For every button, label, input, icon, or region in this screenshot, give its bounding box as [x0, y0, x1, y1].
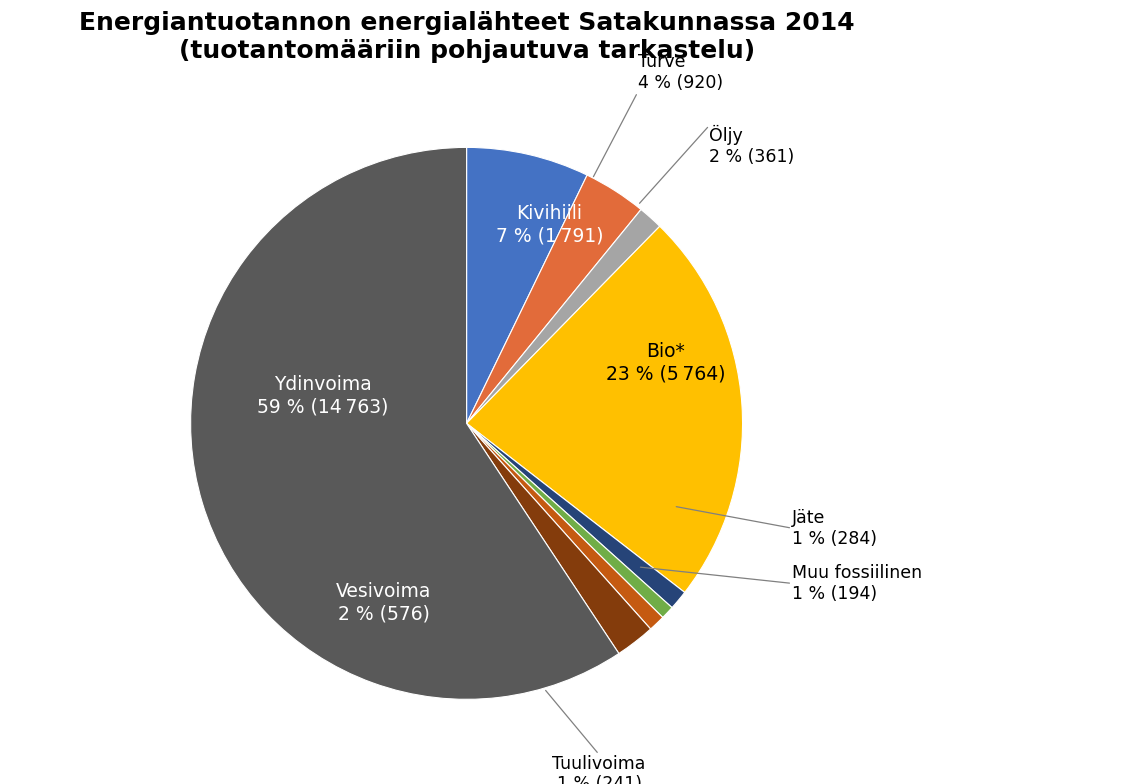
Wedge shape: [190, 147, 619, 699]
Text: Öljy
2 % (361): Öljy 2 % (361): [709, 125, 794, 166]
Text: Vesivoima
2 % (576): Vesivoima 2 % (576): [336, 583, 431, 623]
Text: Jäte
1 % (284): Jäte 1 % (284): [792, 509, 877, 548]
Wedge shape: [467, 423, 685, 608]
Wedge shape: [467, 227, 743, 593]
Text: Turve
4 % (920): Turve 4 % (920): [637, 53, 723, 93]
Title: Energiantuotannon energialähteet Satakunnassa 2014
(tuotantomääriin pohjautuva t: Energiantuotannon energialähteet Satakun…: [79, 11, 855, 63]
Text: Bio*
23 % (5 764): Bio* 23 % (5 764): [605, 342, 725, 383]
Wedge shape: [467, 175, 641, 423]
Wedge shape: [467, 423, 651, 654]
Wedge shape: [467, 147, 587, 423]
Text: Muu fossiilinen
1 % (194): Muu fossiilinen 1 % (194): [792, 564, 922, 603]
Text: Ydinvoima
59 % (14 763): Ydinvoima 59 % (14 763): [257, 376, 389, 416]
Text: Kivihiili
7 % (1 791): Kivihiili 7 % (1 791): [496, 204, 603, 245]
Wedge shape: [467, 423, 662, 629]
Text: Tuulivoima
1 % (241): Tuulivoima 1 % (241): [552, 754, 645, 784]
Wedge shape: [467, 423, 673, 618]
Wedge shape: [467, 209, 660, 423]
